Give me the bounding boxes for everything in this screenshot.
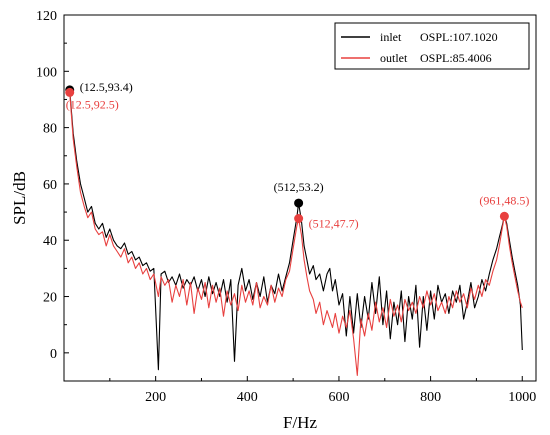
plot-area-frame bbox=[63, 14, 537, 382]
legend-value-outlet: OSPL:85.4006 bbox=[420, 51, 492, 65]
peak-marker bbox=[499, 211, 509, 221]
y-axis-label: SPL/dB bbox=[10, 171, 29, 225]
peak-marker bbox=[294, 198, 304, 208]
peak-marker bbox=[65, 87, 75, 97]
peak-annotation: (961,48.5) bbox=[479, 193, 529, 207]
series-line-inlet bbox=[69, 89, 523, 371]
series-layer bbox=[69, 89, 523, 376]
legend-box bbox=[334, 22, 530, 70]
annotation-layer: (12.5,93.4) (12.5,92.5) (512,53.2) (512,47.… bbox=[65, 80, 529, 231]
axes-layer: 0 20 40 60 80 100 120 200 400 600 800 1000 bbox=[36, 9, 536, 405]
legend-label-inlet: inlet bbox=[380, 30, 402, 44]
y-tick-label: 120 bbox=[36, 9, 57, 24]
y-tick-label: 60 bbox=[43, 178, 57, 193]
peak-annotation: (12.5,93.4) bbox=[80, 80, 133, 94]
legend-value-inlet: OSPL:107.1020 bbox=[420, 30, 498, 44]
x-tick-label: 600 bbox=[328, 390, 349, 405]
x-tick-label: 200 bbox=[145, 390, 166, 405]
x-tick-label: 400 bbox=[237, 390, 258, 405]
peak-annotation: (512,47.7) bbox=[309, 217, 359, 231]
legend: inlet OSPL:107.1020 outlet OSPL:85.4006 bbox=[334, 22, 530, 70]
y-tick-label: 0 bbox=[50, 347, 57, 362]
peak-marker bbox=[294, 214, 304, 224]
x-tick-label: 800 bbox=[420, 390, 441, 405]
y-tick-label: 100 bbox=[36, 65, 57, 80]
y-tick-label: 40 bbox=[43, 234, 57, 249]
y-tick-label: 20 bbox=[43, 291, 57, 306]
legend-label-outlet: outlet bbox=[380, 51, 408, 65]
x-axis-label: F/Hz bbox=[283, 413, 317, 432]
y-tick-label: 80 bbox=[43, 122, 57, 137]
series-line-outlet bbox=[69, 92, 523, 376]
x-tick-label: 1000 bbox=[508, 390, 536, 405]
peak-annotation: (12.5,92.5) bbox=[66, 97, 119, 111]
peak-annotation: (512,53.2) bbox=[274, 180, 324, 194]
